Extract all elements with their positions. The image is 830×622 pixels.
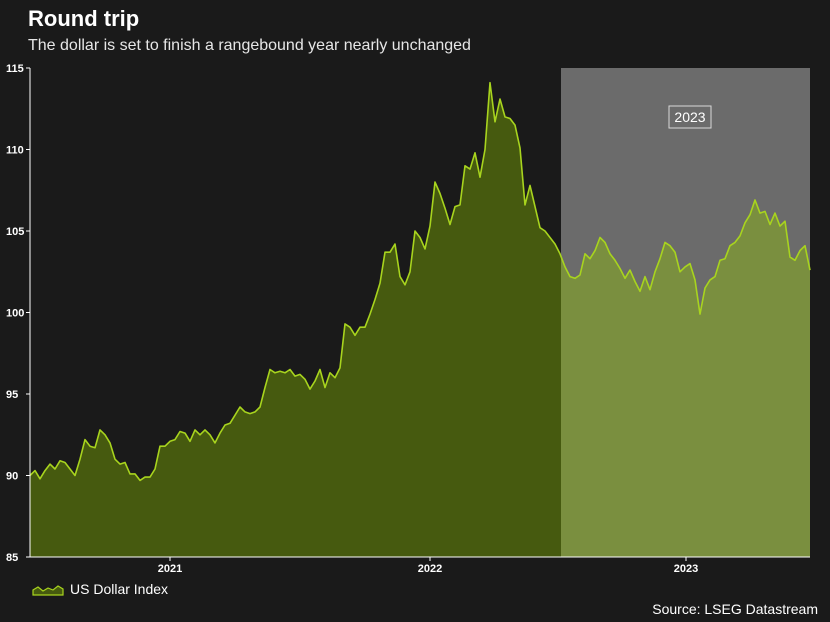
annotation-box: [668, 105, 712, 129]
chart-legend: US Dollar Index: [32, 581, 168, 597]
y-tick-label: 105: [6, 226, 24, 238]
y-tick-label: 95: [6, 389, 18, 401]
line-series-us-dollar-index: [29, 81, 811, 482]
y-tick-label: 115: [6, 63, 24, 75]
annotation-label: 2023: [674, 109, 705, 125]
x-tick-label: 2022: [418, 563, 442, 575]
y-tick-label: 85: [6, 552, 18, 564]
y-tick-label: 110: [6, 145, 24, 157]
legend-label: US Dollar Index: [70, 581, 169, 597]
y-tick-label: 100: [6, 308, 24, 320]
x-tick-label: 2021: [158, 563, 182, 575]
x-tick-label: 2023: [674, 563, 698, 575]
chart-subtitle: The dollar is set to finish a rangebound…: [28, 37, 471, 54]
source-note: Source: LSEG Datastream: [652, 601, 818, 617]
legend-swatch-icon: [32, 585, 64, 596]
area-series-us-dollar-index: [30, 82, 561, 557]
area-series-us-dollar-index-2023: [561, 200, 810, 557]
y-tick-label: 90: [6, 471, 18, 483]
chart-title: Round trip: [28, 6, 140, 31]
